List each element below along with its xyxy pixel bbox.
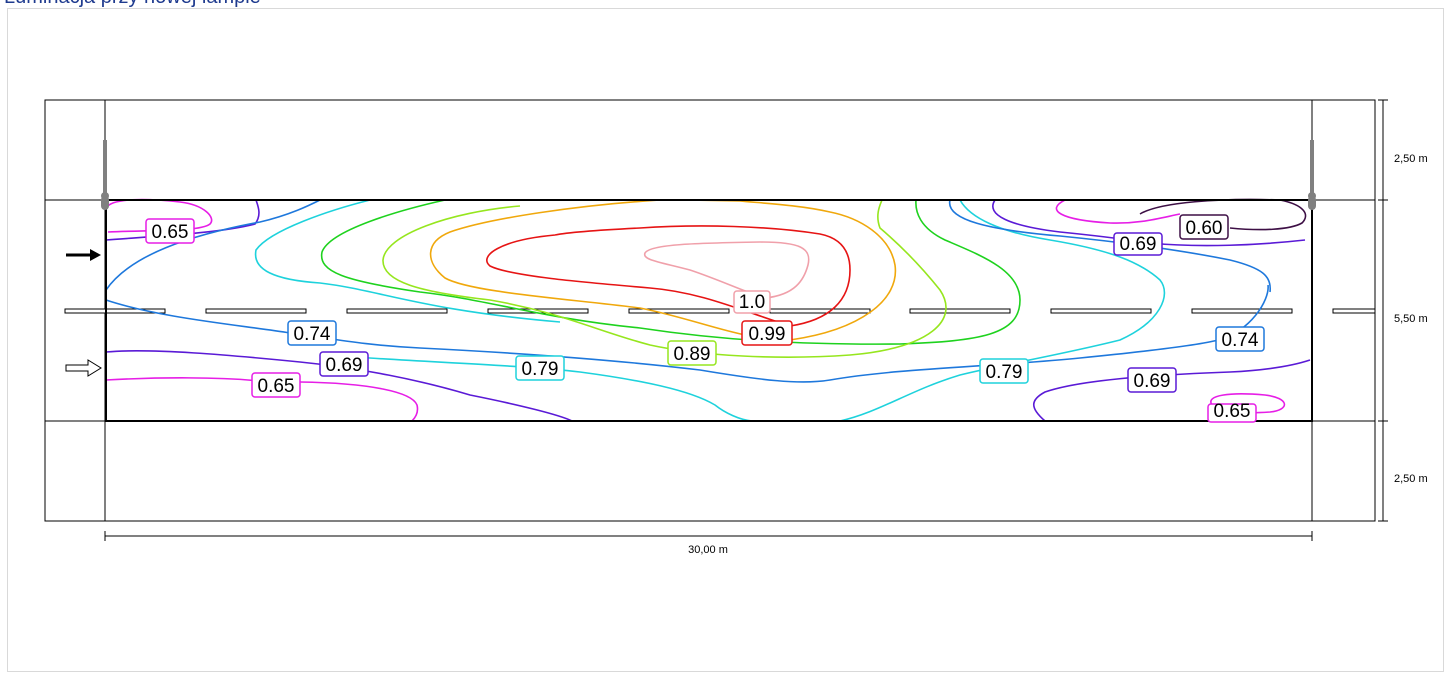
contour-label-text: 0.69 bbox=[1120, 234, 1157, 255]
contour-label: 0.89 bbox=[667, 340, 717, 366]
contour-label-text: 0.79 bbox=[986, 362, 1023, 383]
page-title: Luminacja przy nowej lampie bbox=[4, 0, 261, 9]
horizontal-dimension-scale bbox=[104, 531, 1313, 541]
contour-label-text: 0.60 bbox=[1186, 218, 1223, 239]
contour-label: 0.74 bbox=[1215, 326, 1265, 352]
contour-label: 1.0 bbox=[733, 290, 771, 314]
contour-0.84 bbox=[320, 199, 1021, 345]
diagram-frame bbox=[7, 8, 1444, 672]
contour-1.00 bbox=[644, 241, 810, 299]
contour-label: 0.65 bbox=[145, 218, 195, 244]
contour-label-text: 0.69 bbox=[326, 355, 363, 376]
road-calc-area bbox=[105, 199, 1313, 422]
contour-label: 0.65 bbox=[251, 372, 301, 398]
contour-label-text: 0.74 bbox=[1222, 330, 1259, 351]
contour-label-text: 0.65 bbox=[1214, 401, 1251, 422]
dim-top-sidewalk: 2,50 m bbox=[1394, 153, 1428, 165]
contour-label-text: 0.79 bbox=[522, 359, 559, 380]
contour-label-text: 0.99 bbox=[749, 324, 786, 345]
contour-label-text: 1.0 bbox=[739, 292, 765, 313]
contour-labels: 0.65 0.60 0.69 0.74 0.69 0.79 0.89 1.0 0.99 0.74 0… bbox=[145, 214, 1265, 423]
arrow-right-outline-icon bbox=[65, 359, 102, 377]
contour-label: 0.69 bbox=[1113, 232, 1163, 256]
contour-label-text: 0.89 bbox=[674, 344, 711, 365]
contour-0.65-right-top bbox=[1055, 199, 1181, 224]
dim-bottom-sidewalk: 2,50 m bbox=[1394, 473, 1428, 485]
contour-label: 0.74 bbox=[287, 320, 337, 346]
contour-label-text: 0.65 bbox=[152, 222, 189, 243]
luminaire-right bbox=[1308, 140, 1316, 210]
contour-label-text: 0.69 bbox=[1134, 371, 1171, 392]
contour-0.79 bbox=[254, 199, 561, 323]
dim-length: 30,00 m bbox=[688, 544, 728, 556]
vertical-dimension-scale bbox=[1378, 99, 1388, 522]
luminaire-left bbox=[101, 140, 109, 210]
contour-label: 0.65 bbox=[1207, 401, 1257, 423]
lane-markings bbox=[64, 308, 1376, 314]
contour-label: 0.79 bbox=[515, 355, 565, 381]
contour-0.99 bbox=[486, 225, 851, 327]
contour-label: 0.69 bbox=[1127, 367, 1177, 393]
contour-0.79-lower bbox=[339, 199, 1166, 422]
contour-label-text: 0.74 bbox=[294, 324, 331, 345]
contour-0.74 bbox=[105, 199, 321, 291]
contour-label: 0.69 bbox=[319, 351, 369, 377]
arrow-right-filled-icon bbox=[66, 249, 101, 261]
contour-label: 0.79 bbox=[979, 358, 1029, 384]
contour-0.65-lower bbox=[105, 377, 419, 422]
contour-label: 0.99 bbox=[741, 320, 793, 346]
contour-label-text: 0.65 bbox=[258, 376, 295, 397]
contour-label: 0.60 bbox=[1179, 214, 1229, 240]
dim-road-width: 5,50 m bbox=[1394, 313, 1428, 325]
contour-0.60 bbox=[1139, 198, 1307, 231]
